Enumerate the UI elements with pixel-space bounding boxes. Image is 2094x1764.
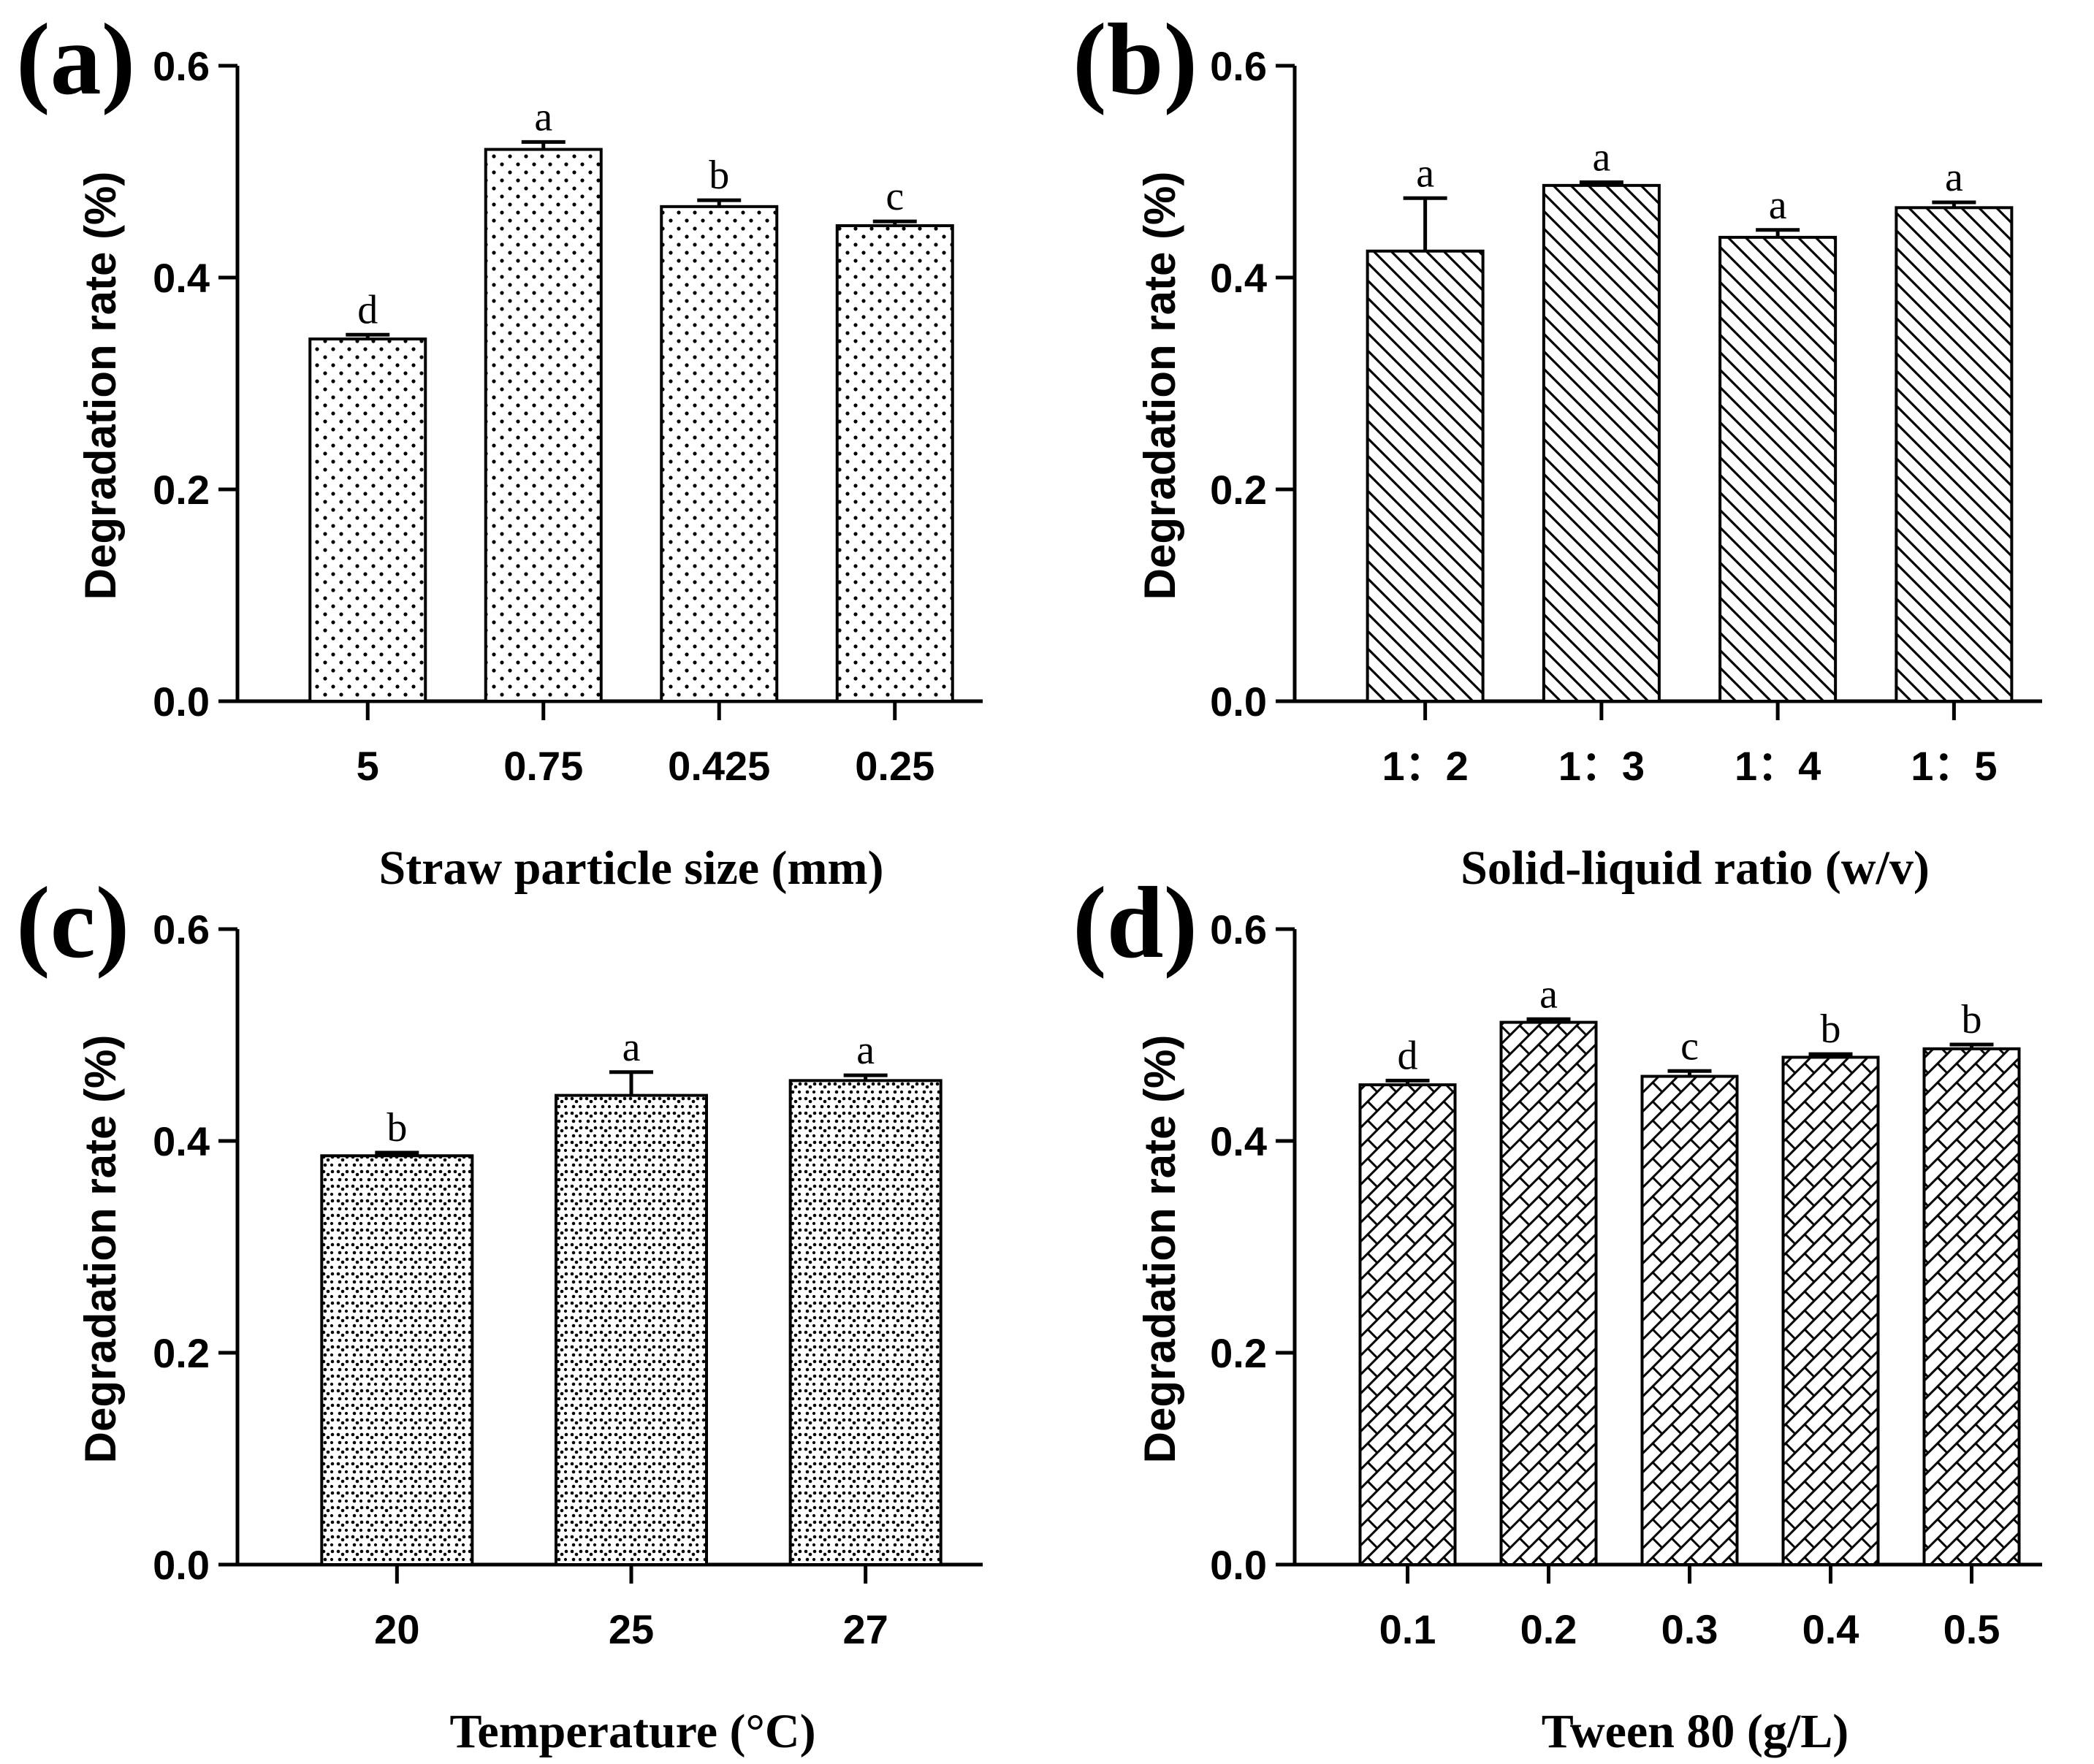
y-tick-label: 0.4 [1210, 255, 1267, 301]
significance-label: a [1945, 155, 1963, 200]
plot-area: 0.0 0.2 0.4 0.6 d 5 a 0.75 b 0.425 c 0.25 [153, 43, 983, 789]
x-tick-label: 0.4 [1802, 1606, 1859, 1652]
x-axis-label: Straw particle size (mm) [379, 841, 884, 895]
x-tick-label: 0.425 [668, 743, 770, 789]
y-tick-label: 0.4 [1210, 1118, 1267, 1164]
bar [1922, 1047, 2021, 1566]
y-tick-label: 0.2 [153, 467, 210, 513]
x-tick-label: 0.75 [503, 743, 583, 789]
x-tick-label: 0.3 [1661, 1606, 1718, 1652]
bar [1542, 183, 1661, 703]
panel-label: (a) [16, 3, 135, 116]
y-tick-label: 0.6 [1210, 43, 1267, 89]
bar [1718, 235, 1838, 703]
x-tick-label: 0.2 [1520, 1606, 1577, 1652]
significance-label: b [387, 1105, 407, 1150]
x-tick-label: 25 [609, 1606, 654, 1652]
significance-label: b [709, 153, 729, 198]
panel-a: (a) Degradation rate (%) Straw particle … [16, 3, 983, 895]
y-tick-label: 0.6 [1210, 906, 1267, 952]
panel-b: (b) Degradation rate (%) Solid-liquid ra… [1073, 3, 2042, 895]
bar [788, 1079, 943, 1566]
x-tick-label: 0.5 [1943, 1606, 2000, 1652]
bar [484, 148, 603, 703]
panel-d: (d) Degradation rate (%) Tween 80 (g/L) … [1073, 866, 2042, 1758]
significance-label: a [1539, 971, 1558, 1017]
y-tick-label: 0.2 [1210, 467, 1267, 513]
bar [1781, 1055, 1880, 1566]
y-axis-label: Degradation rate (%) [76, 1035, 125, 1464]
x-axis-label: Temperature (°C) [449, 1705, 815, 1758]
bar [1358, 1083, 1457, 1566]
x-tick-label: 0.1 [1379, 1606, 1436, 1652]
bar [1895, 206, 2014, 703]
x-tick-label: 0.25 [855, 743, 934, 789]
x-tick-label: 27 [843, 1606, 888, 1652]
significance-label: a [1592, 135, 1610, 180]
plot-area: 0.0 0.2 0.4 0.6 a 1：2 a 1：3 a 1：4 a 1：5 [1210, 43, 2042, 789]
bar [1499, 1020, 1598, 1566]
y-tick-label: 0.4 [153, 255, 210, 301]
x-tick-label: 1：3 [1558, 743, 1645, 789]
y-tick-label: 0.0 [1210, 1542, 1267, 1588]
significance-label: a [856, 1028, 875, 1073]
significance-label: a [1769, 183, 1787, 228]
plot-area: 0.0 0.2 0.4 0.6 d 0.1 a 0.2 c 0.3 b 0.4 b 0.5 [1210, 906, 2042, 1652]
panel-label: (b) [1073, 3, 1198, 116]
x-axis-label: Tween 80 (g/L) [1542, 1705, 1849, 1758]
y-tick-label: 0.2 [153, 1330, 210, 1376]
significance-label: b [1821, 1007, 1841, 1052]
significance-label: c [1680, 1023, 1699, 1069]
x-tick-label: 20 [374, 1606, 419, 1652]
y-axis-label: Degradation rate (%) [1135, 1035, 1184, 1464]
panel-label: (d) [1073, 866, 1198, 980]
bar [835, 224, 954, 703]
plot-area: 0.0 0.2 0.4 0.6 b 20 a 25 a 27 [153, 906, 983, 1652]
y-axis-label: Degradation rate (%) [1135, 172, 1184, 600]
bar [1640, 1074, 1739, 1567]
bar [660, 205, 779, 703]
significance-label: a [1416, 150, 1434, 196]
significance-label: a [623, 1025, 641, 1070]
y-tick-label: 0.6 [153, 906, 210, 952]
x-tick-label: 5 [357, 743, 379, 789]
x-tick-label: 1：4 [1735, 743, 1821, 789]
bar [555, 1093, 708, 1566]
y-tick-label: 0.0 [153, 679, 210, 725]
y-tick-label: 0.2 [1210, 1330, 1267, 1376]
y-tick-label: 0.0 [153, 1542, 210, 1588]
significance-label: a [534, 94, 552, 140]
x-axis-label: Solid-liquid ratio (w/v) [1461, 841, 1930, 895]
x-tick-label: 1：5 [1911, 743, 1997, 789]
y-axis-label: Degradation rate (%) [76, 172, 125, 600]
x-tick-label: 1：2 [1382, 743, 1468, 789]
significance-label: d [1398, 1033, 1418, 1078]
y-tick-label: 0.4 [153, 1118, 210, 1164]
significance-label: c [886, 174, 904, 219]
y-tick-label: 0.0 [1210, 679, 1267, 725]
bar [308, 337, 427, 703]
panel-c: (c) Degradation rate (%) Temperature (°C… [16, 866, 983, 1758]
panel-label: (c) [16, 866, 129, 980]
significance-label: d [357, 287, 378, 332]
bar [320, 1154, 474, 1567]
bar [1366, 249, 1485, 703]
significance-label: b [1962, 997, 1982, 1042]
y-tick-label: 0.6 [153, 43, 210, 89]
